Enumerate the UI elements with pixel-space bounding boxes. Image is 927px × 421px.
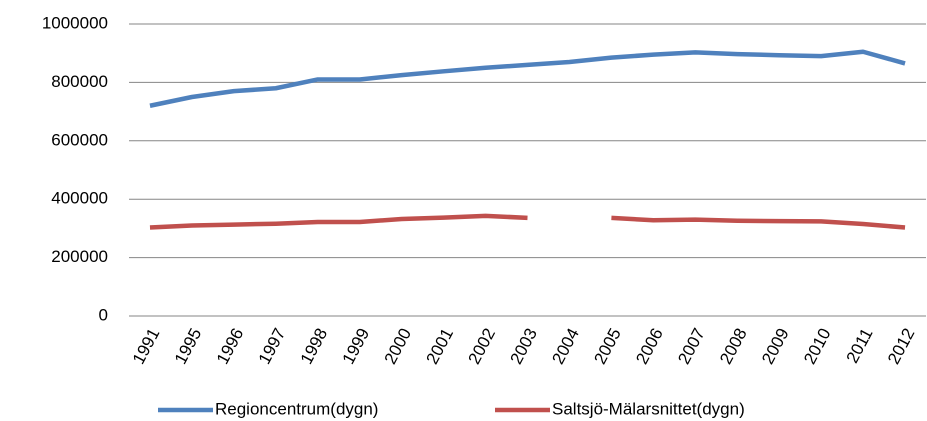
x-tick-label: 2006: [632, 325, 667, 367]
x-tick-label: 2000: [381, 325, 416, 367]
x-tick-label: 2005: [590, 325, 625, 367]
series-line: [149, 213, 906, 230]
y-tick-label: 400000: [51, 189, 108, 208]
y-tick-label: 600000: [51, 130, 108, 149]
x-tick-label: 1995: [171, 325, 206, 367]
x-tick-label: 2010: [800, 325, 835, 367]
x-tick-label: 2008: [716, 325, 751, 367]
series-line: [149, 49, 906, 108]
x-tick-label: 1997: [255, 325, 290, 367]
x-tick-label: 2009: [758, 325, 793, 367]
x-tick-label: 1999: [339, 325, 374, 367]
x-tick-label: 1998: [297, 325, 332, 367]
x-tick-label: 2011: [843, 325, 877, 366]
x-tick-label: 2002: [465, 325, 500, 367]
x-tick-label: 1996: [213, 325, 248, 367]
x-tick-label: 2003: [506, 325, 541, 367]
y-tick-label: 800000: [51, 72, 108, 91]
x-tick-label: 1991: [129, 325, 164, 367]
x-tick-label: 2012: [884, 325, 919, 367]
legend-label: Regioncentrum(dygn): [215, 399, 378, 418]
x-tick-label: 2007: [674, 325, 709, 367]
x-tick-label: 2001: [423, 325, 458, 367]
x-tick-label: 2004: [548, 325, 583, 367]
y-tick-label: 0: [99, 305, 108, 324]
legend-label: Saltsjö-Mälarsnittet(dygn): [552, 399, 745, 418]
y-tick-label: 1000000: [42, 13, 108, 32]
y-tick-label: 200000: [51, 247, 108, 266]
